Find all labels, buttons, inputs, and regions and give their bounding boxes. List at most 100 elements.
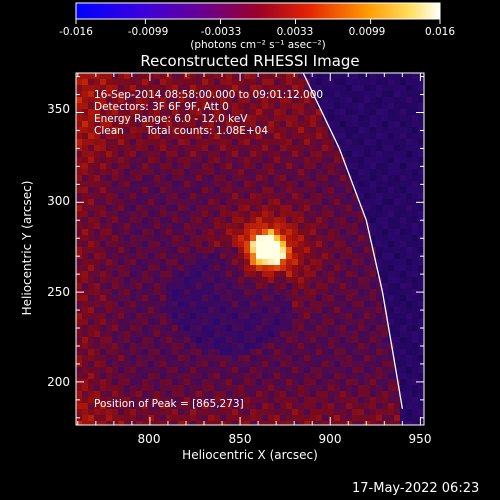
heatmap-cell [298,187,305,194]
heatmap-cell [88,247,95,254]
heatmap-cell [352,403,359,410]
heatmap-cell [292,403,299,410]
heatmap-cell [334,379,341,386]
heatmap-cell [166,199,173,206]
heatmap-cell [106,235,113,242]
heatmap-cell [322,313,329,320]
heatmap-cell [406,307,413,314]
heatmap-cell [196,415,203,422]
heatmap-cell [160,145,167,152]
heatmap-cell [274,259,281,266]
heatmap-cell [328,223,335,230]
heatmap-cell [184,235,191,242]
heatmap-cell [172,169,179,176]
heatmap-cell [136,373,143,380]
heatmap-cell [352,271,359,278]
heatmap-cell [400,403,407,410]
heatmap-cell [226,325,233,332]
heatmap-cell [370,379,377,386]
heatmap-cell [238,109,245,116]
heatmap-cell [280,73,287,80]
heatmap-cell [148,175,155,182]
heatmap-cell [172,139,179,146]
heatmap-cell [370,133,377,140]
heatmap-cell [274,307,281,314]
heatmap-cell [220,391,227,398]
heatmap-cell [172,415,179,422]
heatmap-cell [298,289,305,296]
heatmap-cell [244,97,251,104]
heatmap-cell [124,121,131,128]
heatmap-cell [232,79,239,86]
heatmap-cell [136,259,143,266]
heatmap-cell [82,241,89,248]
heatmap-cell [94,403,101,410]
heatmap-cell [130,211,137,218]
heatmap-cell [232,391,239,398]
heatmap-cell [142,415,149,422]
heatmap-cell [118,337,125,344]
heatmap-cell [388,307,395,314]
heatmap-cell [328,283,335,290]
heatmap-cell [160,259,167,266]
heatmap-cell [160,187,167,194]
heatmap-cell [118,415,125,422]
heatmap-cell [196,127,203,134]
heatmap-cell [244,343,251,350]
heatmap-cell [346,421,353,425]
heatmap-cell [256,283,263,290]
heatmap-cell [292,205,299,212]
heatmap-cell [76,355,83,362]
heatmap-cell [382,151,389,158]
heatmap-cell [406,163,413,170]
heatmap-cell [328,421,335,425]
heatmap-cell [238,289,245,296]
heatmap-cell [256,247,263,254]
heatmap-cell [352,385,359,392]
heatmap-cell [322,307,329,314]
heatmap-cell [172,253,179,260]
heatmap-cell [298,283,305,290]
heatmap-cell [268,373,275,380]
heatmap-cell [370,235,377,242]
heatmap-cell [376,415,383,422]
heatmap-cell [82,355,89,362]
heatmap-cell [208,109,215,116]
heatmap-cell [208,103,215,110]
heatmap-cell [142,409,149,416]
heatmap-cell [298,121,305,128]
heatmap-cell [250,295,257,302]
heatmap-cell [196,271,203,278]
heatmap-cell [142,121,149,128]
heatmap-cell [406,301,413,308]
heatmap-cell [400,271,407,278]
heatmap-cell [100,187,107,194]
heatmap-cell [418,295,424,302]
heatmap-cell [280,259,287,266]
annotation-energy-range: Energy Range: 6.0 - 12.0 keV [94,113,248,125]
heatmap-cell [316,115,323,122]
heatmap-cell [310,277,317,284]
heatmap-cell [328,313,335,320]
heatmap-cell [382,277,389,284]
heatmap-cell [340,169,347,176]
heatmap-cell [172,385,179,392]
heatmap-cell [130,127,137,134]
heatmap-cell [334,283,341,290]
heatmap-cell [382,289,389,296]
heatmap-cell [208,223,215,230]
heatmap-cell [274,319,281,326]
heatmap-cell [274,133,281,140]
heatmap-cell [154,265,161,272]
heatmap-cell [250,421,257,425]
heatmap-cell [358,379,365,386]
heatmap-cell [202,247,209,254]
heatmap-cell [112,193,119,200]
heatmap-cell [346,103,353,110]
heatmap-cell [286,241,293,248]
heatmap-cell [94,85,101,92]
heatmap-cell [124,277,131,284]
heatmap-cell [298,397,305,404]
heatmap-cell [238,139,245,146]
heatmap-cell [364,289,371,296]
